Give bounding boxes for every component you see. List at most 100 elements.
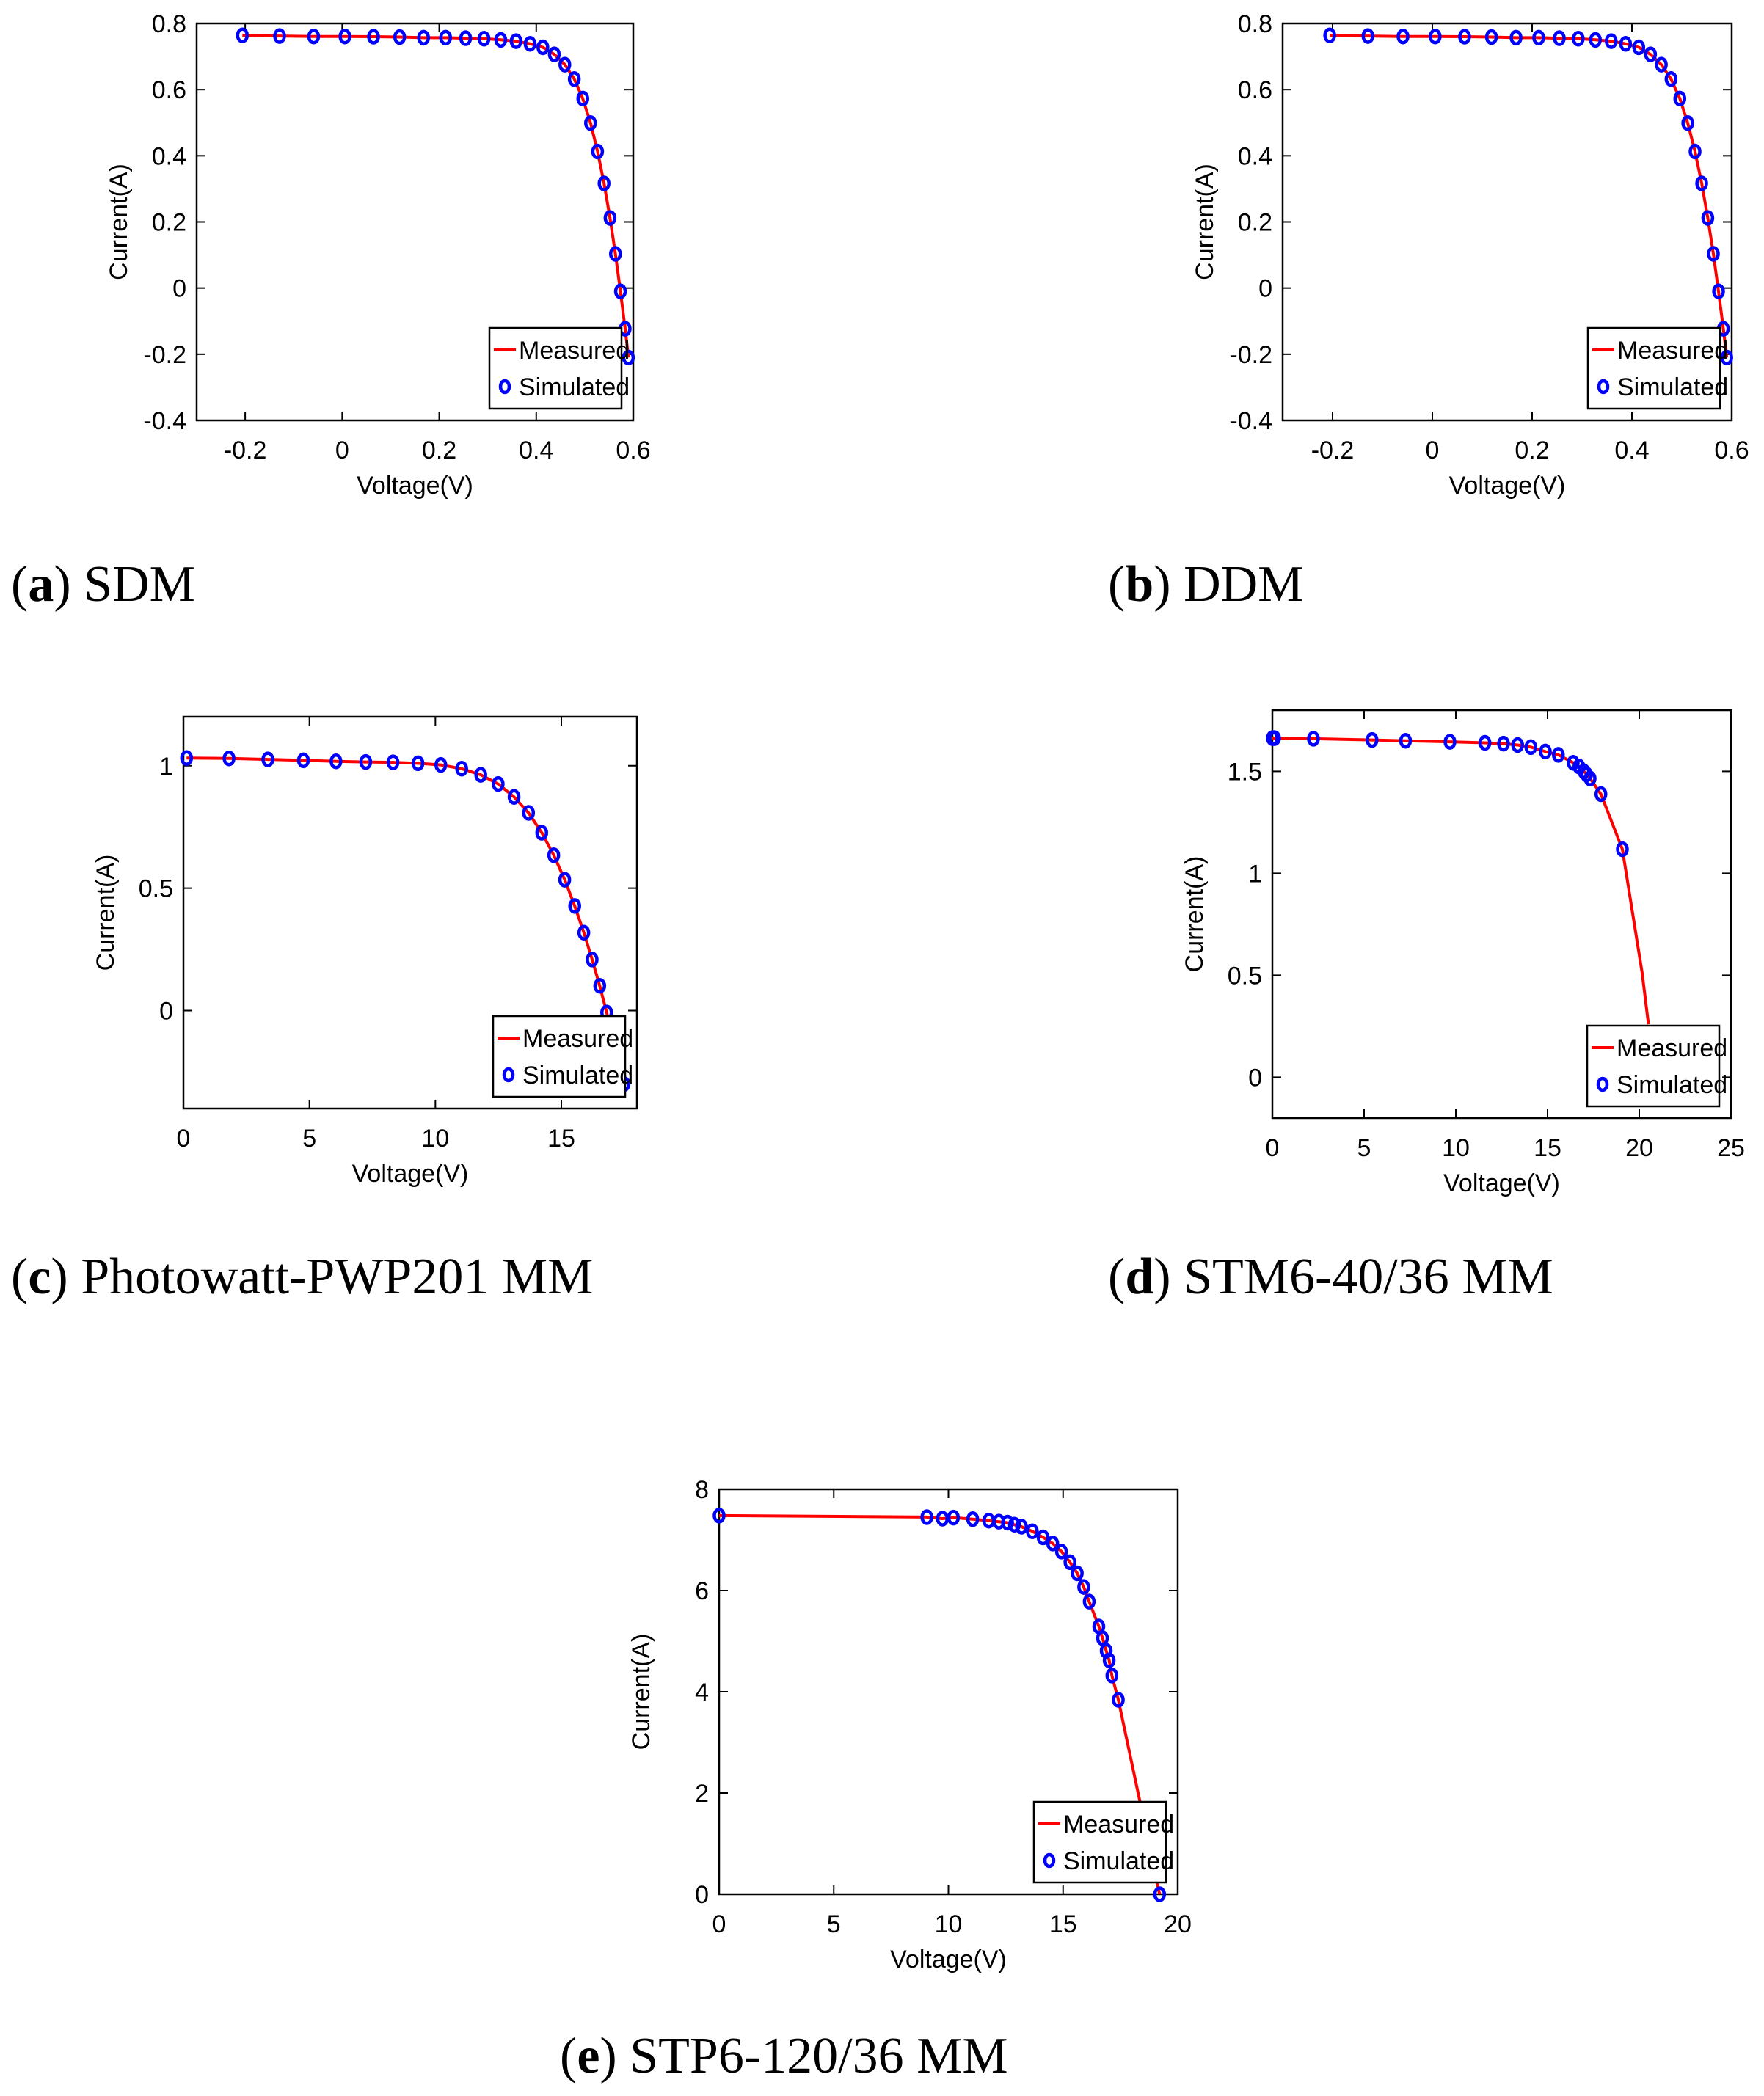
simulated-point [459, 30, 473, 46]
simulated-point [261, 751, 274, 767]
measured-line [186, 756, 626, 1085]
simulated-point [1307, 731, 1320, 747]
y-tick-label: 0.8 [152, 10, 186, 38]
simulated-point [568, 898, 581, 914]
simulated-point [547, 46, 561, 62]
legend-label-measured: Measured [522, 1025, 633, 1053]
simulated-point [947, 1509, 961, 1526]
x-tick-label: 0 [1426, 437, 1440, 464]
y-tick-label: 0.6 [1238, 76, 1272, 104]
x-tick-label: 5 [1357, 1134, 1371, 1162]
simulated-point [593, 978, 607, 994]
y-tick-label: -0.4 [143, 407, 186, 435]
simulated-point [1479, 734, 1492, 751]
simulated-point [1323, 27, 1336, 43]
simulated-point [522, 805, 536, 821]
simulated-point [547, 847, 561, 863]
simulated-point [966, 1511, 980, 1527]
simulated-point [1524, 739, 1537, 756]
y-tick-label: 0.5 [1228, 962, 1262, 990]
x-axis-label: Voltage(V) [357, 472, 473, 500]
x-tick-label: 20 [1164, 1910, 1192, 1938]
simulated-point [329, 753, 343, 770]
y-tick-label: -0.2 [1229, 341, 1272, 369]
x-tick-label: 0.6 [1714, 437, 1749, 464]
simulated-point [1552, 747, 1565, 763]
simulated-point [1619, 35, 1633, 52]
x-tick-label: 10 [1442, 1134, 1470, 1162]
simulated-point [523, 35, 537, 52]
simulated-point [273, 28, 286, 44]
x-axis-label: Voltage(V) [890, 1946, 1007, 1973]
x-tick-label: 0 [335, 437, 349, 464]
legend-label-measured: Measured [519, 337, 630, 365]
simulated-point [613, 283, 627, 299]
x-tick-label: 0.4 [519, 437, 553, 464]
legend-label-measured: Measured [1063, 1811, 1174, 1838]
simulated-point [1112, 1692, 1125, 1708]
simulated-point [576, 90, 589, 107]
simulated-point [1511, 737, 1524, 753]
x-tick-label: 0.2 [422, 437, 456, 464]
y-tick-label: 0 [1248, 1064, 1262, 1092]
y-tick-label: 0.8 [1238, 10, 1272, 38]
simulated-point [1594, 786, 1608, 803]
x-tick-label: 10 [421, 1125, 449, 1153]
simulated-point [1644, 46, 1658, 62]
simulated-point [1497, 735, 1510, 752]
x-tick-label: 15 [1534, 1134, 1561, 1162]
legend-label-simulated: Simulated [522, 1062, 633, 1089]
y-tick-label: 0.5 [139, 875, 173, 903]
simulated-point [1054, 1544, 1068, 1560]
x-tick-label: 10 [935, 1910, 963, 1938]
simulated-point [1553, 30, 1566, 46]
x-tick-label: 0 [712, 1910, 726, 1938]
simulated-point [1063, 1554, 1076, 1571]
caption-d: (d) STM6-40/36 MM [1108, 1249, 1553, 1305]
chart-e: 0 5 10 15 20 0 2 4 6 8 Voltage(V) Current(A) Measure… [627, 1476, 1192, 1973]
x-tick-label: 0.2 [1515, 437, 1549, 464]
y-axis-label: Current(A) [1181, 856, 1209, 973]
simulated-point [1458, 29, 1471, 45]
legend-label-simulated: Simulated [1617, 373, 1728, 401]
simulated-point [1688, 143, 1702, 160]
x-tick-label: 0.6 [616, 437, 650, 464]
simulated-point [1720, 349, 1733, 366]
simulated-point [1105, 1668, 1119, 1684]
simulated-point [1036, 1529, 1050, 1546]
simulated-point [536, 39, 550, 56]
x-tick-label: 0 [1266, 1134, 1280, 1162]
simulated-point [338, 29, 351, 45]
simulated-point [597, 175, 611, 191]
legend-box [1586, 1024, 1721, 1108]
simulated-point [1509, 29, 1523, 46]
chart-c: 0 5 10 15 0 0.5 1 Voltage(V) Current(A) Measured S… [92, 715, 638, 1188]
simulated-point [1015, 1519, 1028, 1535]
legend-label-measured: Measured [1617, 1034, 1727, 1062]
simulated-point [1712, 283, 1725, 299]
legend-label-simulated: Simulated [1063, 1847, 1174, 1875]
simulated-point [492, 775, 505, 792]
y-tick-label: 1 [159, 753, 173, 781]
x-tick-label: 15 [547, 1125, 575, 1153]
simulated-point [359, 753, 373, 770]
y-tick-label: 1 [1248, 860, 1262, 888]
simulated-point [477, 30, 491, 47]
legend-label-simulated: Simulated [519, 373, 630, 401]
simulated-point [920, 1509, 933, 1525]
y-tick-label: 0.2 [152, 209, 186, 237]
caption-c: (c) Photowatt-PWP201 MM [11, 1249, 594, 1305]
simulated-point [1632, 39, 1646, 56]
x-axis-label: Voltage(V) [1443, 1169, 1560, 1197]
simulated-point [307, 29, 321, 45]
simulated-point [509, 33, 523, 49]
y-tick-label: 0 [695, 1881, 709, 1909]
simulated-point [1429, 29, 1442, 45]
simulated-point [1655, 56, 1668, 73]
x-tick-label: 20 [1625, 1134, 1653, 1162]
x-tick-label: -0.2 [1311, 437, 1355, 464]
x-tick-label: 0.4 [1614, 437, 1649, 464]
legend: Measured Simulated [1586, 326, 1728, 410]
legend-marker-swatch [1596, 1076, 1609, 1092]
